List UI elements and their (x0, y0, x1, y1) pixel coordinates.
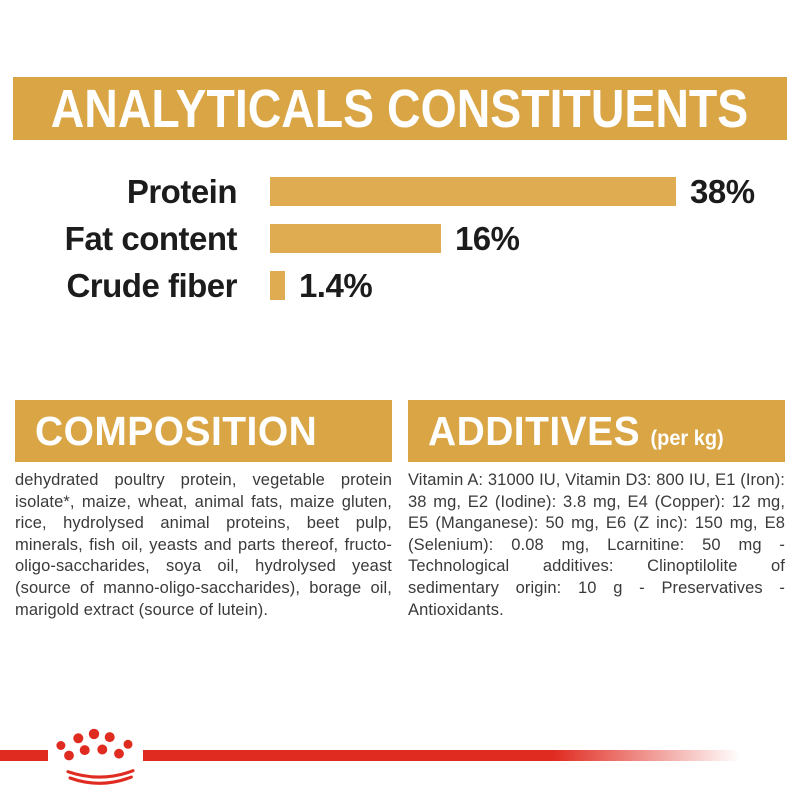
additives-header-band: ADDITIVES (per kg) (408, 400, 785, 462)
page-title: ANALYTICALS CONSTITUENTS (51, 78, 749, 139)
composition-title: COMPOSITION (35, 407, 318, 454)
chart-value-label: 1.4% (298, 266, 373, 304)
chart-value-label: 38% (690, 172, 755, 210)
chart-row: Crude fiber 1.4% (0, 262, 800, 309)
chart-bar (270, 224, 441, 253)
additives-section: ADDITIVES (per kg) Vitamin A: 31000 IU, … (408, 400, 785, 621)
additives-title: ADDITIVES (428, 407, 641, 454)
chart-row: Protein 38% (0, 168, 800, 215)
chart-category-label: Protein (126, 172, 238, 210)
royal-canin-crown-icon (56, 728, 135, 785)
brand-rule-right (143, 750, 746, 761)
analyticals-title-band: ANALYTICALS CONSTITUENTS (13, 77, 787, 140)
chart-row: Fat content 16% (0, 215, 800, 262)
chart-value-label: 16% (454, 219, 520, 257)
composition-section: COMPOSITION dehydrated poultry protein, … (15, 400, 392, 621)
chart-category-label: Fat content (64, 219, 238, 257)
composition-header-band: COMPOSITION (15, 400, 392, 462)
analytical-constituents-chart: Protein 38% Fat content 16% Crude fiber 1.4% (0, 168, 800, 309)
additives-body-text: Vitamin A: 31000 IU, Vitamin D3: 800 IU,… (408, 471, 785, 619)
chart-category-label: Crude fiber (66, 266, 237, 304)
additives-unit-note: (per kg) (650, 426, 724, 450)
chart-bar (270, 177, 676, 206)
composition-body-text: dehydrated poultry protein, vegetable pr… (15, 471, 392, 619)
chart-bar (270, 271, 285, 300)
brand-rule-left (0, 750, 48, 761)
